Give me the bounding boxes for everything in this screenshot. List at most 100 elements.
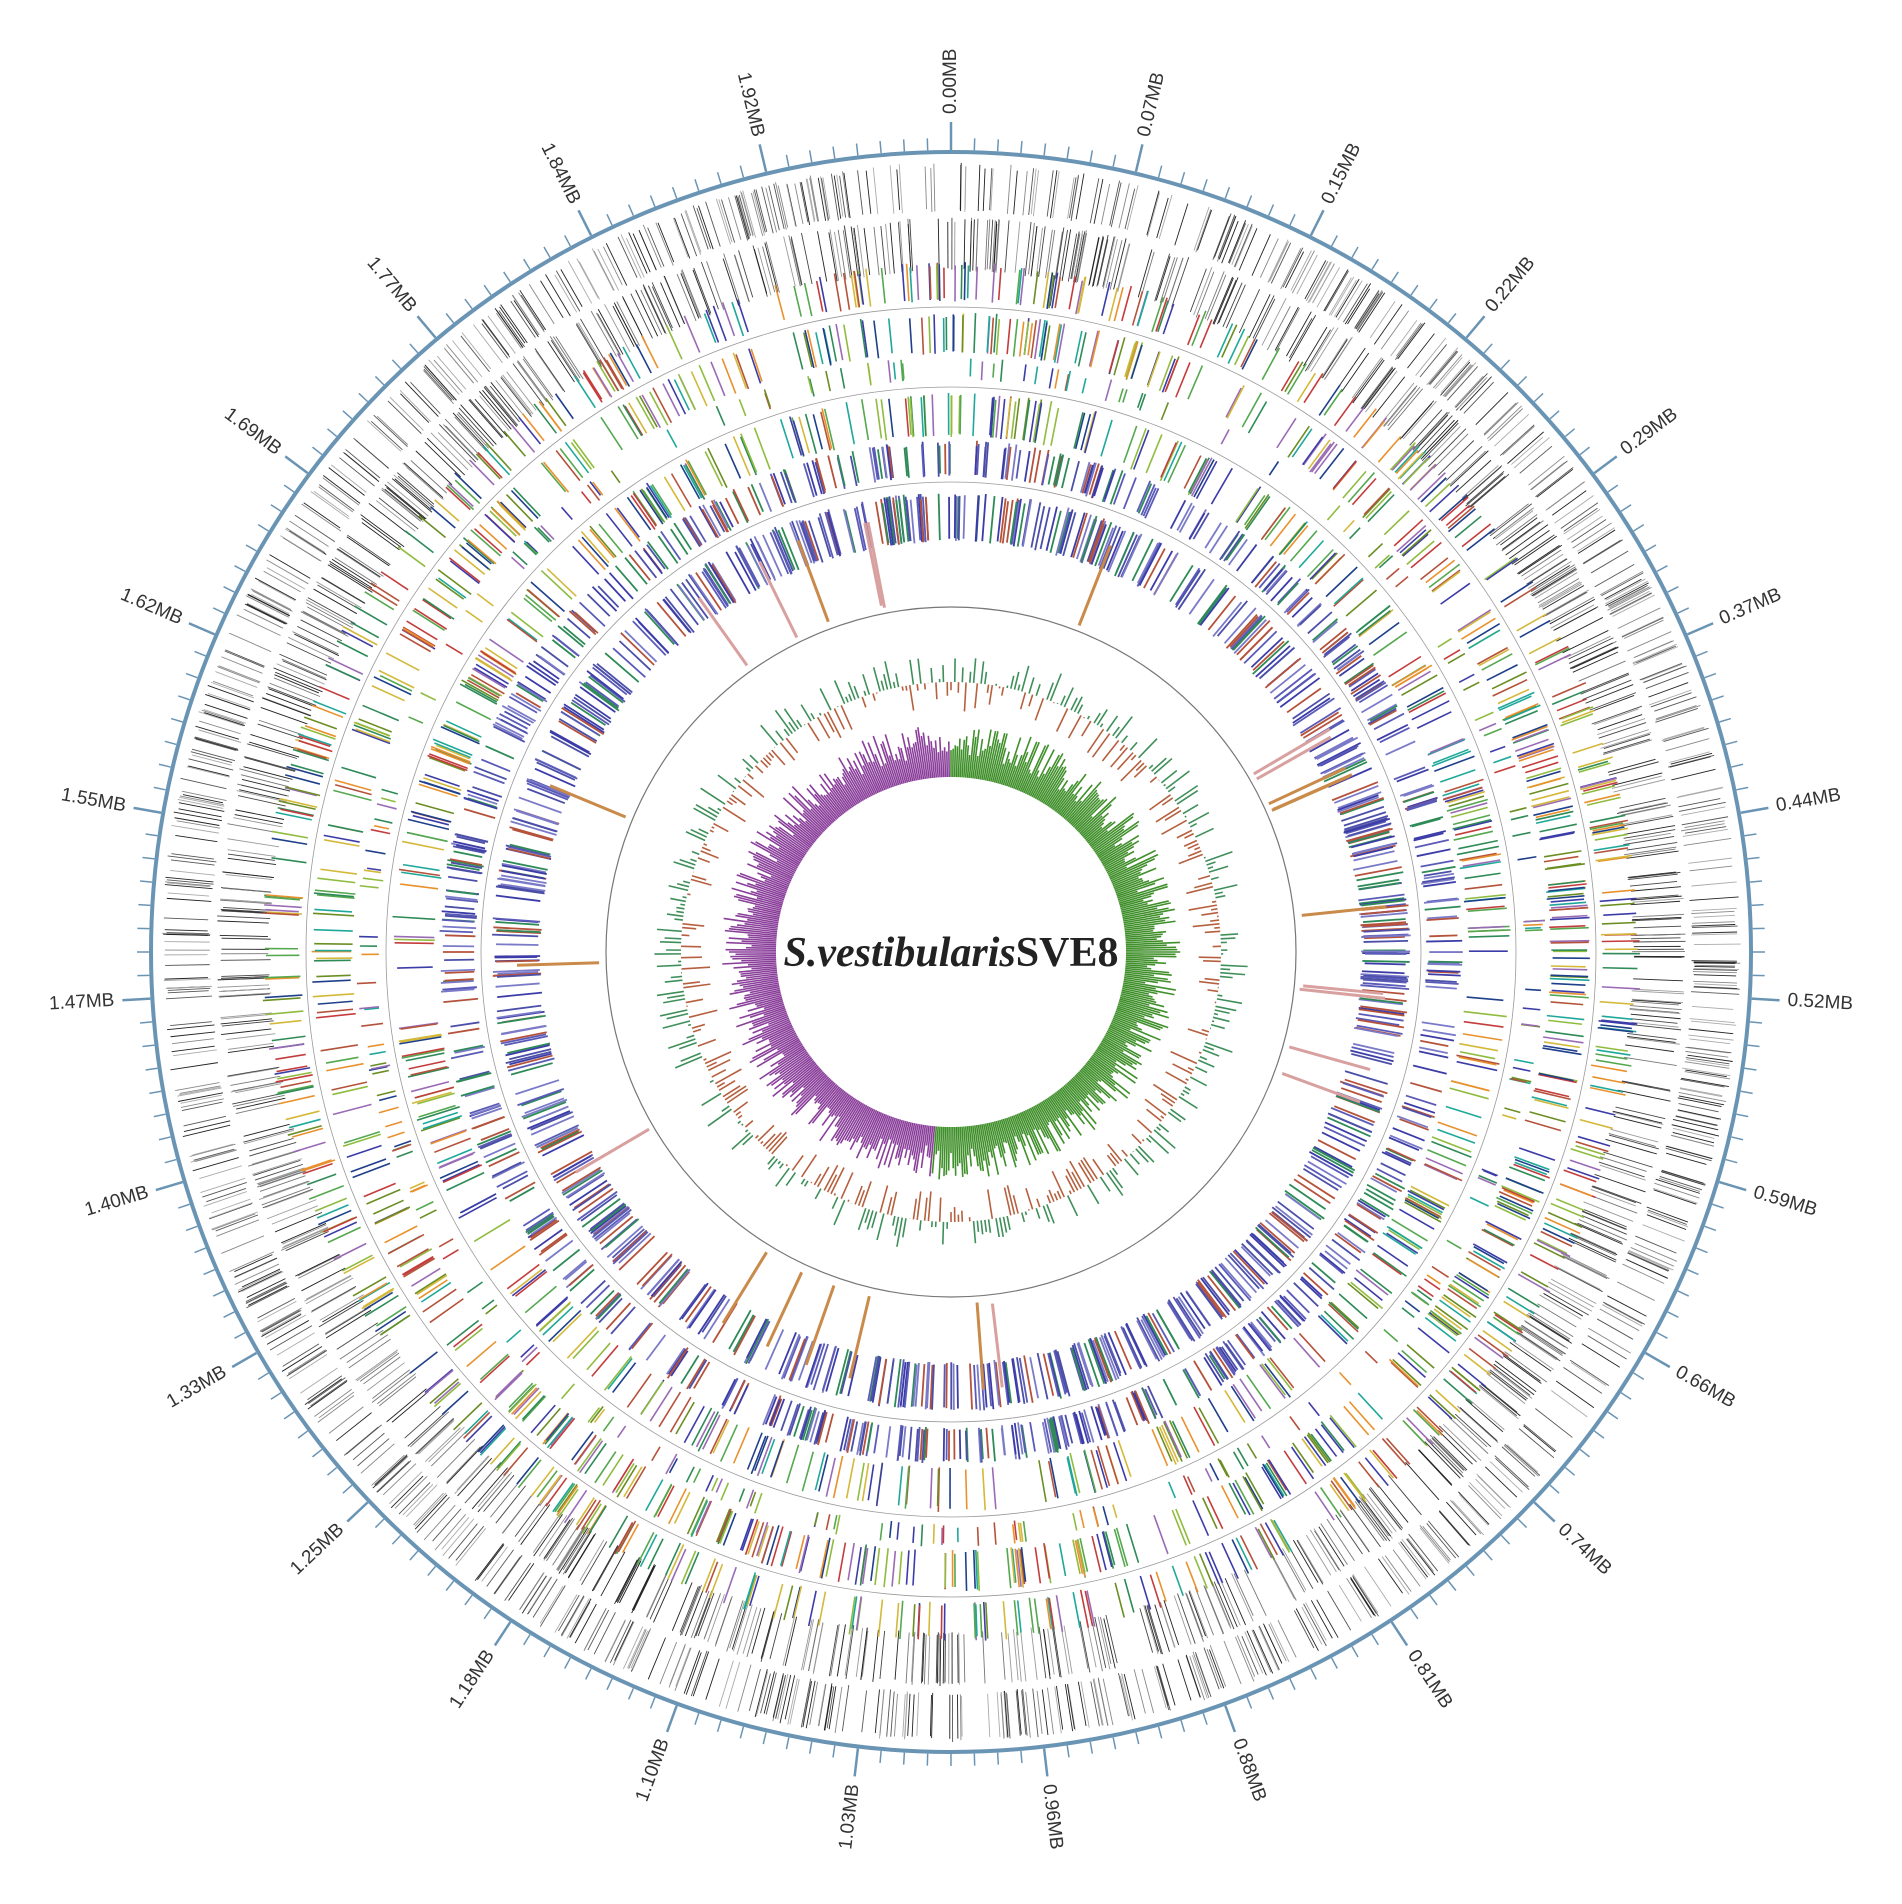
feature xyxy=(469,398,504,438)
feature xyxy=(617,1559,640,1604)
feature xyxy=(1405,1094,1437,1106)
feature xyxy=(1283,525,1309,555)
feature xyxy=(164,884,213,890)
feature xyxy=(1693,968,1738,971)
feature xyxy=(612,1621,635,1666)
feature xyxy=(1159,257,1176,304)
feature xyxy=(1417,1449,1453,1486)
feature xyxy=(1345,589,1378,617)
feature xyxy=(780,1531,793,1567)
feature xyxy=(1088,463,1100,495)
feature xyxy=(912,1526,915,1544)
feature xyxy=(1028,400,1037,443)
feature xyxy=(331,558,376,588)
feature xyxy=(1423,870,1452,877)
feature xyxy=(769,1613,783,1659)
feature xyxy=(1420,557,1449,581)
feature xyxy=(1097,1405,1110,1439)
feature xyxy=(1314,1428,1338,1457)
feature xyxy=(874,1547,881,1586)
feature xyxy=(790,238,802,286)
feature xyxy=(528,283,555,325)
feature xyxy=(1000,398,1006,440)
feature xyxy=(1156,1666,1169,1706)
feature xyxy=(772,472,786,505)
gc-content xyxy=(1187,1028,1209,1037)
feature xyxy=(1330,1301,1360,1329)
feature xyxy=(382,1463,417,1496)
feature xyxy=(827,509,842,555)
feature xyxy=(788,1338,806,1381)
gc-content xyxy=(1163,783,1166,787)
feature xyxy=(1511,1076,1532,1083)
feature xyxy=(686,1288,716,1330)
feature xyxy=(1369,704,1398,722)
feature xyxy=(1469,1196,1489,1207)
feature xyxy=(1245,496,1271,531)
feature xyxy=(1362,978,1407,984)
ring xyxy=(305,306,1597,1598)
feature xyxy=(909,219,914,272)
feature xyxy=(693,267,712,314)
feature xyxy=(569,1598,592,1638)
feature xyxy=(313,700,347,715)
feature xyxy=(482,319,510,356)
feature xyxy=(1153,552,1179,596)
feature xyxy=(1169,564,1194,603)
feature xyxy=(1343,1224,1369,1243)
feature xyxy=(784,1675,796,1720)
gc-content xyxy=(1105,715,1119,732)
feature xyxy=(547,341,575,383)
gc-content xyxy=(1187,843,1199,850)
feature xyxy=(1545,591,1588,617)
feature xyxy=(1402,1419,1428,1446)
feature xyxy=(972,1549,976,1589)
feature xyxy=(1340,1087,1382,1104)
feature xyxy=(1307,1432,1331,1463)
feature xyxy=(1093,1678,1104,1726)
feature xyxy=(479,524,508,550)
feature xyxy=(167,892,210,897)
feature xyxy=(888,398,894,438)
feature xyxy=(1453,1368,1479,1391)
feature xyxy=(373,414,408,448)
feature xyxy=(178,802,225,812)
feature xyxy=(647,1637,666,1680)
feature xyxy=(494,1372,523,1401)
feature xyxy=(1228,220,1247,263)
feature xyxy=(314,959,351,962)
feature xyxy=(1276,417,1297,449)
feature xyxy=(1299,707,1342,734)
feature xyxy=(557,1488,579,1518)
feature xyxy=(590,1203,627,1232)
feature xyxy=(239,789,288,802)
feature xyxy=(1120,533,1143,578)
feature xyxy=(1521,755,1559,769)
feature xyxy=(1677,1109,1722,1120)
feature xyxy=(1306,549,1334,578)
gc-content xyxy=(1194,827,1214,838)
feature xyxy=(483,1474,515,1512)
feature xyxy=(479,391,512,430)
feature xyxy=(680,273,700,319)
feature xyxy=(581,536,609,568)
feature xyxy=(1486,1321,1516,1342)
feature xyxy=(1312,618,1339,642)
feature xyxy=(836,174,844,217)
feature xyxy=(1257,1223,1292,1254)
feature xyxy=(439,929,473,934)
feature xyxy=(441,918,474,923)
feature xyxy=(1262,1463,1284,1498)
feature xyxy=(1543,1044,1578,1052)
feature xyxy=(1447,508,1476,533)
feature xyxy=(964,166,967,210)
feature xyxy=(1362,488,1391,519)
feature xyxy=(695,572,722,611)
feature xyxy=(929,1364,934,1410)
feature xyxy=(958,1632,960,1685)
feature xyxy=(991,1428,996,1462)
feature xyxy=(310,1287,356,1313)
feature xyxy=(685,1466,695,1483)
feature xyxy=(747,1321,770,1364)
feature xyxy=(1074,1540,1084,1574)
